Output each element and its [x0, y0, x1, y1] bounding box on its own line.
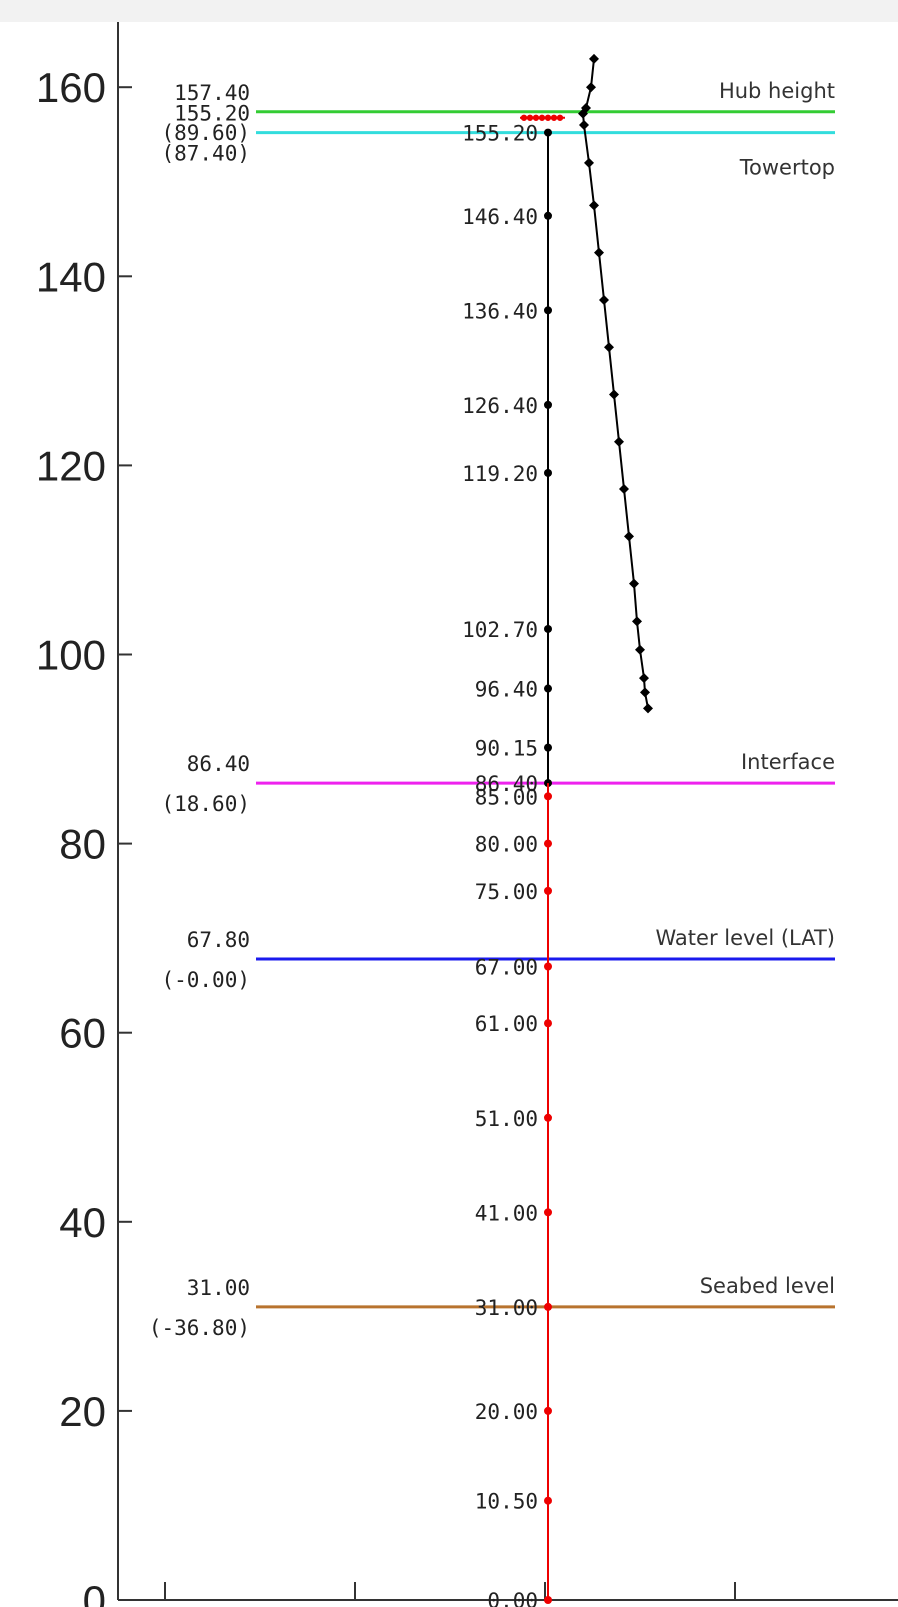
- data-point: [578, 108, 588, 119]
- y-tick-label: 0: [83, 1577, 106, 1607]
- data-point-label: 85.00: [475, 785, 538, 809]
- reference-line-elevation: 155.20: [174, 102, 250, 126]
- reference-line-relative-elevation: (-36.80): [149, 1316, 250, 1340]
- data-point-label: 0.00: [487, 1589, 538, 1607]
- y-tick-label: 20: [59, 1388, 106, 1435]
- y-tick-label: 60: [59, 1010, 106, 1057]
- data-point: [544, 886, 552, 895]
- data-point: [579, 120, 589, 131]
- series-curve: [581, 58, 649, 709]
- data-point-label: 86.40: [475, 772, 538, 796]
- data-point: [599, 294, 609, 305]
- reference-line-elevation: 157.40: [174, 81, 250, 105]
- data-point-label: 155.20: [462, 122, 538, 146]
- y-tick-label: 120: [36, 442, 106, 489]
- labels: 157.40 (89.60) Hub height 155.20 (87.40) Towe…: [149, 79, 835, 1607]
- data-point-label: 90.15: [475, 737, 538, 761]
- data-point: [586, 82, 596, 93]
- data-point: [589, 200, 599, 211]
- axes: 0 20 40 60 80 100 120 140 160: [36, 22, 898, 1607]
- reference-line-elevation: 67.80: [187, 928, 250, 952]
- data-point: [643, 703, 653, 714]
- y-tick-label: 140: [36, 253, 106, 300]
- reference-line-relative-elevation: (18.60): [161, 792, 250, 816]
- reference-line-relative-elevation: (87.40): [161, 142, 250, 166]
- data-point-label: 61.00: [475, 1012, 538, 1036]
- data-point-label: 126.40: [462, 394, 538, 418]
- data-point: [544, 400, 552, 409]
- reference-line-name: Water level (LAT): [656, 926, 836, 950]
- data-point: [544, 743, 552, 752]
- data-point-label: 67.00: [475, 956, 538, 980]
- data-point: [544, 839, 552, 848]
- data-point: [544, 1596, 552, 1604]
- series-layer: [520, 53, 653, 1604]
- reference-line-name: Towertop: [739, 156, 835, 180]
- data-point: [544, 1406, 552, 1415]
- data-point: [624, 531, 634, 542]
- data-point: [544, 1019, 552, 1028]
- reference-line-name: Seabed level: [700, 1274, 835, 1298]
- reference-lines: [256, 110, 835, 1309]
- data-point: [614, 436, 624, 447]
- data-point: [639, 673, 649, 684]
- reference-line-relative-elevation: (89.60): [161, 121, 250, 145]
- data-point-label: 136.40: [462, 299, 538, 323]
- data-point-label: 75.00: [475, 880, 538, 904]
- reference-line-relative-elevation: (-0.00): [161, 968, 250, 992]
- data-point: [619, 484, 629, 495]
- data-point: [635, 644, 645, 655]
- data-point: [640, 687, 650, 698]
- data-point: [609, 389, 619, 400]
- data-point: [544, 684, 552, 693]
- data-point-label: 51.00: [475, 1107, 538, 1131]
- data-point: [544, 211, 552, 220]
- data-point: [544, 962, 552, 971]
- top-strip: [0, 0, 898, 22]
- data-point: [544, 624, 552, 633]
- data-point-label: 96.40: [475, 678, 538, 702]
- data-point: [589, 53, 599, 64]
- y-tick-label: 40: [59, 1199, 106, 1246]
- data-point-label: 146.40: [462, 205, 538, 229]
- data-point: [544, 1302, 552, 1311]
- data-point: [632, 616, 642, 627]
- y-tick-label: 80: [59, 821, 106, 868]
- reference-line-name: Interface: [741, 750, 835, 774]
- data-point: [594, 247, 604, 258]
- data-point-label: 10.50: [475, 1490, 538, 1514]
- y-tick-label: 100: [36, 632, 106, 679]
- data-point-label: 119.20: [462, 462, 538, 486]
- data-point: [584, 157, 594, 168]
- reference-line-elevation: 31.00: [187, 1276, 250, 1300]
- data-point-label: 31.00: [475, 1296, 538, 1320]
- data-point: [604, 342, 614, 353]
- data-point-label: 80.00: [475, 833, 538, 857]
- y-tick-label: 160: [36, 64, 106, 111]
- data-point: [544, 1496, 552, 1505]
- data-point: [544, 468, 552, 477]
- data-point-label: 20.00: [475, 1400, 538, 1424]
- data-point: [544, 1113, 552, 1122]
- reference-line-elevation: 86.40: [187, 752, 250, 776]
- data-point-label: 41.00: [475, 1201, 538, 1225]
- data-point-label: 102.70: [462, 618, 538, 642]
- data-point: [629, 578, 639, 589]
- data-point: [544, 128, 552, 137]
- data-point: [544, 1208, 552, 1217]
- data-point: [544, 306, 552, 315]
- reference-line-name: Hub height: [719, 79, 835, 103]
